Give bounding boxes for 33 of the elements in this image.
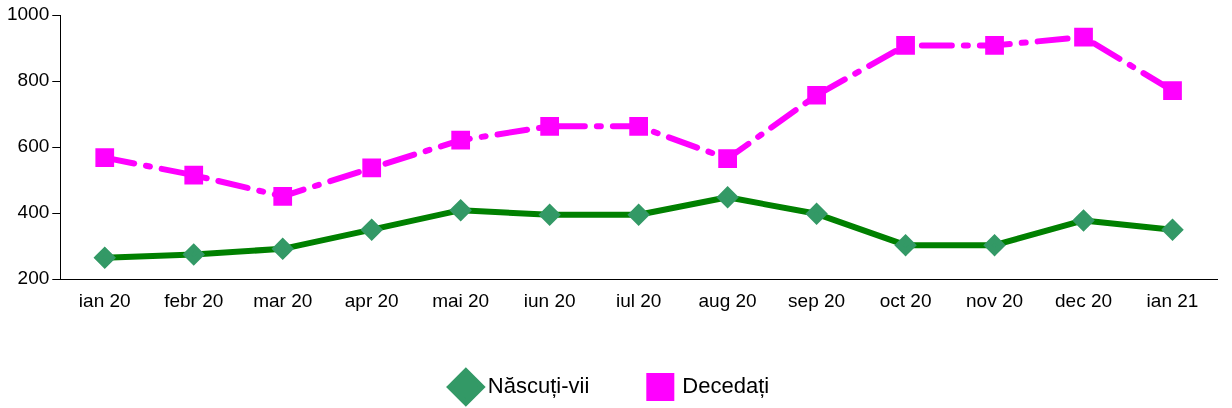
point [718, 149, 737, 169]
point [95, 148, 115, 168]
x-tick-label: ian 20 [78, 289, 131, 311]
x-tick-label: febr 20 [164, 289, 224, 311]
y-tick-label: 1000 [6, 3, 50, 25]
y-tick-label: 200 [17, 267, 50, 289]
y-tick-label: 600 [17, 135, 50, 157]
y-tick-label: 400 [17, 201, 50, 223]
x-tick-label: aug 20 [698, 289, 757, 311]
x-tick-label: mar 20 [253, 289, 313, 311]
x-tick-label: iun 20 [523, 289, 576, 311]
point [1074, 27, 1093, 47]
point [451, 130, 471, 150]
x-tick-label: nov 20 [966, 289, 1024, 311]
point [1163, 81, 1182, 100]
x-tick-label: mai 20 [432, 289, 490, 311]
point [362, 158, 382, 178]
y-tick-label: 800 [17, 69, 50, 91]
legend-label: Decedați [682, 373, 770, 399]
legend-label: Născuți-vii [487, 373, 590, 399]
x-tick-label: sep 20 [788, 289, 846, 311]
point [896, 36, 915, 55]
x-tick-label: ian 21 [1146, 289, 1199, 311]
x-tick-label: iul 20 [615, 289, 662, 311]
point [273, 186, 293, 206]
point [807, 85, 826, 105]
x-tick-label: dec 20 [1055, 289, 1113, 311]
point [985, 36, 1004, 55]
point [540, 116, 560, 136]
x-tick-label: apr 20 [344, 289, 399, 311]
point [184, 165, 204, 185]
x-tick-label: oct 20 [879, 289, 932, 311]
point [629, 116, 648, 136]
